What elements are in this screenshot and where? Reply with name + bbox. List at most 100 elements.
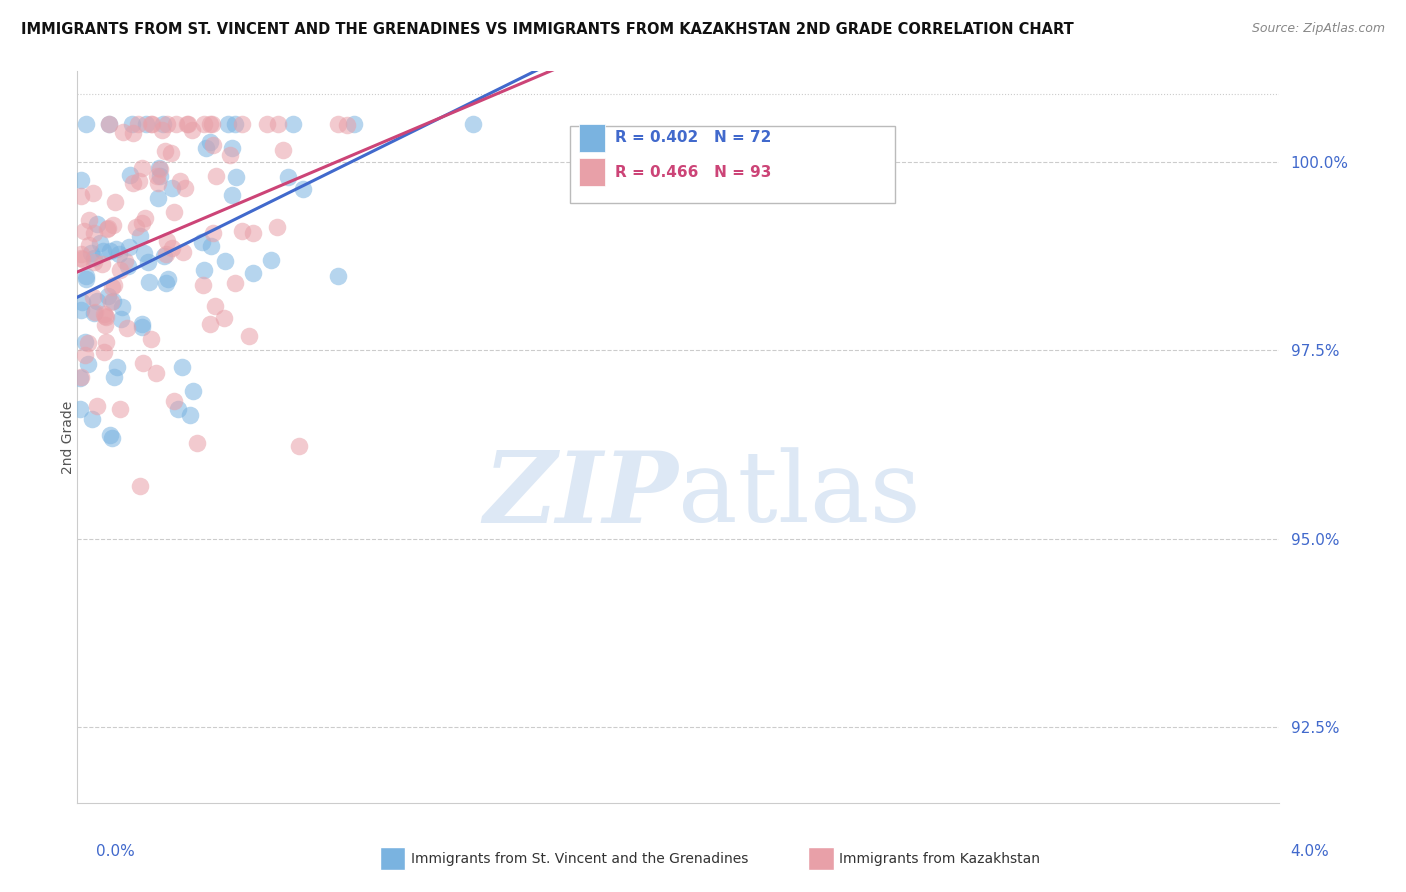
Point: [221, 188, 243, 202]
Point: [256, 117, 278, 131]
Point: [186, 436, 208, 450]
Point: [224, 117, 246, 131]
Point: [72, 224, 94, 238]
Point: [217, 117, 239, 131]
Point: [83, 252, 105, 266]
Point: [160, 241, 183, 255]
Point: [77, 357, 100, 371]
Point: [82, 186, 104, 200]
Text: atlas: atlas: [679, 448, 921, 543]
Point: [131, 216, 153, 230]
Point: [94, 309, 117, 323]
Text: R = 0.466   N = 93: R = 0.466 N = 93: [614, 165, 770, 180]
Point: [326, 269, 349, 284]
Point: [225, 169, 247, 184]
Point: [145, 367, 167, 381]
Point: [156, 234, 179, 248]
Point: [94, 318, 117, 332]
Point: [138, 276, 160, 290]
Point: [110, 311, 132, 326]
Point: [70, 172, 93, 186]
Point: [75, 269, 97, 284]
Point: [98, 428, 121, 442]
Point: [103, 278, 125, 293]
Point: [111, 300, 134, 314]
Point: [80, 246, 103, 260]
Point: [177, 117, 200, 131]
Y-axis label: 2nd Grade: 2nd Grade: [60, 401, 75, 474]
Point: [103, 369, 125, 384]
Point: [97, 220, 120, 235]
Point: [114, 253, 136, 268]
Point: [105, 359, 128, 374]
Point: [231, 117, 253, 131]
FancyBboxPatch shape: [579, 124, 605, 152]
Point: [117, 240, 139, 254]
Point: [153, 249, 176, 263]
Point: [180, 123, 202, 137]
Point: [125, 219, 148, 234]
Point: [202, 138, 225, 153]
Text: Source: ZipAtlas.com: Source: ZipAtlas.com: [1251, 22, 1385, 36]
Point: [93, 307, 115, 321]
FancyBboxPatch shape: [579, 159, 605, 186]
Point: [218, 148, 240, 162]
Point: [156, 272, 179, 286]
Point: [179, 408, 201, 422]
Point: [136, 255, 159, 269]
Point: [75, 117, 97, 131]
Point: [266, 220, 288, 235]
Point: [117, 321, 139, 335]
Point: [77, 237, 100, 252]
Point: [127, 117, 149, 131]
Point: [167, 401, 190, 416]
Point: [149, 169, 172, 184]
Point: [139, 117, 162, 131]
Point: [131, 320, 153, 334]
Point: [146, 169, 169, 183]
Point: [260, 253, 283, 268]
Point: [103, 218, 125, 232]
Point: [82, 289, 104, 303]
Point: [69, 369, 91, 384]
Point: [86, 399, 108, 413]
Point: [86, 293, 108, 308]
Point: [121, 126, 143, 140]
Point: [160, 180, 183, 194]
Point: [336, 119, 359, 133]
Point: [70, 295, 93, 310]
Point: [121, 117, 143, 131]
Text: ZIP: ZIP: [484, 448, 679, 544]
Point: [128, 173, 150, 187]
Point: [94, 335, 117, 350]
Text: 4.0%: 4.0%: [1289, 845, 1329, 859]
Point: [191, 278, 214, 293]
Point: [291, 182, 314, 196]
Point: [155, 276, 177, 290]
Point: [172, 245, 194, 260]
Point: [131, 317, 153, 331]
Point: [101, 280, 124, 294]
Text: Immigrants from St. Vincent and the Grenadines: Immigrants from St. Vincent and the Gren…: [411, 852, 748, 865]
Point: [132, 246, 155, 260]
Point: [163, 204, 186, 219]
Point: [83, 255, 105, 269]
Point: [110, 262, 132, 277]
Point: [101, 431, 124, 445]
Point: [139, 331, 162, 345]
Point: [153, 145, 176, 159]
Point: [200, 239, 222, 253]
Point: [129, 479, 152, 493]
Text: 0.0%: 0.0%: [96, 845, 135, 859]
Point: [135, 117, 157, 131]
Point: [176, 117, 198, 131]
Point: [193, 117, 215, 131]
Point: [75, 271, 97, 285]
Point: [104, 195, 127, 210]
Text: Immigrants from Kazakhstan: Immigrants from Kazakhstan: [839, 852, 1040, 865]
Point: [148, 161, 170, 176]
Point: [118, 169, 141, 183]
Point: [105, 243, 128, 257]
Point: [69, 251, 91, 265]
Point: [84, 305, 107, 319]
